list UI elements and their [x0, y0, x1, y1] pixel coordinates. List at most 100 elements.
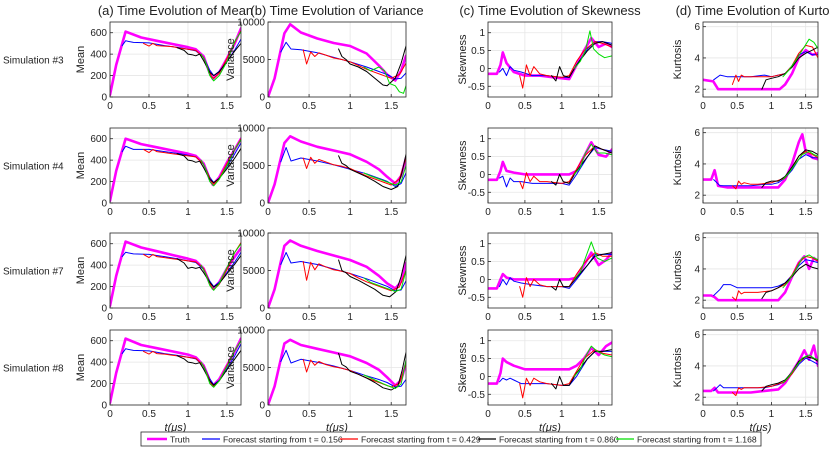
y-tick-label: 5000: [243, 161, 266, 172]
x-axis-label: t(μs): [539, 422, 561, 434]
y-tick-label: 0.5: [471, 354, 485, 365]
series-line-f0860: [176, 147, 241, 184]
x-tick-label: 1.5: [592, 409, 606, 420]
series-line-f1168: [200, 340, 241, 388]
x-tick-label: 0.5: [518, 207, 532, 218]
legend: Truth Forecast starting from t = 0.156 For…: [140, 431, 762, 447]
x-tick-label: 1.5: [220, 207, 234, 218]
x-tick-label: 1: [559, 409, 565, 420]
x-tick-label: 0: [700, 207, 706, 218]
x-tick-label: 1: [185, 409, 191, 420]
x-tick-label: 0: [107, 312, 113, 323]
panel-r4-c4: 0 0.5 1 1.5 2 4 6 Kurtosis t(μs): [672, 329, 819, 434]
x-tick-label: 1: [347, 207, 353, 218]
plot-area: [488, 128, 612, 203]
series-line-f1168: [782, 254, 818, 289]
x-tick-label: 0.5: [142, 101, 156, 112]
series-group: [268, 338, 406, 405]
y-tick-label: -0.5: [468, 82, 486, 93]
y-tick-label: 0: [479, 275, 485, 286]
y-tick-label: -0.5: [468, 293, 486, 304]
x-tick-label: 1.5: [592, 207, 606, 218]
series-line-f1168: [363, 165, 406, 186]
series-group: [110, 337, 241, 405]
y-tick-label: -0.5: [468, 188, 486, 199]
y-tick-label: 600: [90, 239, 107, 250]
y-tick-label: 0: [101, 93, 107, 104]
y-tick-label: 2: [694, 296, 700, 307]
legend-box: [140, 431, 762, 447]
x-tick-label: 0.5: [518, 101, 532, 112]
series-line-f0860: [338, 45, 406, 87]
y-tick-label: 0: [259, 401, 265, 412]
x-tick-label: 1: [559, 207, 565, 218]
y-tick-label: -0.5: [468, 390, 486, 401]
x-tick-label: 0: [107, 207, 113, 218]
series-group: [703, 254, 818, 302]
y-tick-label: 600: [90, 336, 107, 347]
x-tick-label: 0: [265, 312, 271, 323]
column-title-4: (d) Time Evolution of Kurtosis: [676, 3, 830, 18]
x-tick-label: 1.5: [799, 312, 813, 323]
series-line-truth: [488, 251, 612, 290]
x-tick-label: 1.5: [799, 207, 813, 218]
series-line-f0429: [143, 242, 241, 291]
y-tick-label: 0: [259, 304, 265, 315]
axes-box: [702, 232, 819, 309]
y-tick-label: 0.5: [471, 46, 485, 57]
x-tick-label: 0: [485, 101, 491, 112]
y-tick-label: 6: [694, 233, 700, 244]
x-tick-label: 1.5: [799, 101, 813, 112]
series-line-f1168: [200, 243, 241, 291]
series-line-f1168: [782, 354, 818, 384]
x-tick-label: 1: [769, 312, 775, 323]
series-group: [703, 344, 818, 397]
series-line-truth: [488, 141, 612, 182]
series-line-f0860: [761, 149, 818, 188]
series-group: [488, 341, 612, 399]
y-tick-label: 0: [259, 93, 265, 104]
series-line-f1168: [573, 241, 612, 280]
y-tick-label: 200: [90, 282, 107, 293]
series-line-f1168: [573, 30, 612, 69]
x-tick-label: 0: [485, 207, 491, 218]
row-label-sim-1: Simulation #3: [3, 56, 64, 67]
series-line-f0860: [338, 352, 406, 391]
x-tick-label: 0.5: [730, 409, 744, 420]
y-tick-label: 6: [694, 22, 700, 33]
x-tick-label: 1.5: [384, 101, 398, 112]
y-tick-label: 0: [101, 304, 107, 315]
y-tick-label: 0.5: [471, 152, 485, 163]
y-tick-label: 600: [90, 134, 107, 145]
y-axis-label: Mean: [75, 152, 87, 180]
x-tick-label: 1.5: [799, 409, 813, 420]
legend-item-f0156: Forecast starting from t = 0.156: [202, 435, 343, 445]
y-tick-label: 1: [479, 134, 485, 145]
y-tick-label: 10000: [237, 124, 265, 135]
axes-box: [109, 21, 242, 98]
x-tick-label: 1: [769, 207, 775, 218]
y-axis-label: Kurtosis: [672, 347, 684, 387]
y-axis-label: Variance: [225, 249, 237, 292]
x-tick-label: 0.5: [302, 207, 316, 218]
y-tick-label: 5000: [243, 55, 266, 66]
y-tick-label: 6: [694, 330, 700, 341]
x-tick-label: 0.5: [518, 409, 532, 420]
series-line-truth: [703, 344, 818, 394]
series-line-f0156: [499, 147, 612, 188]
y-axis-label: Skewness: [457, 245, 469, 296]
row-label-sim-4: Simulation #8: [3, 364, 64, 375]
axes-box: [109, 232, 242, 309]
y-tick-label: 4: [694, 264, 700, 275]
series-line-f0156: [713, 154, 818, 187]
axes-box: [487, 329, 613, 406]
x-tick-label: 1.5: [220, 312, 234, 323]
x-tick-label: 1: [347, 409, 353, 420]
x-tick-label: 1.5: [220, 409, 234, 420]
series-line-f1168: [200, 139, 241, 187]
axes-box: [702, 21, 819, 98]
